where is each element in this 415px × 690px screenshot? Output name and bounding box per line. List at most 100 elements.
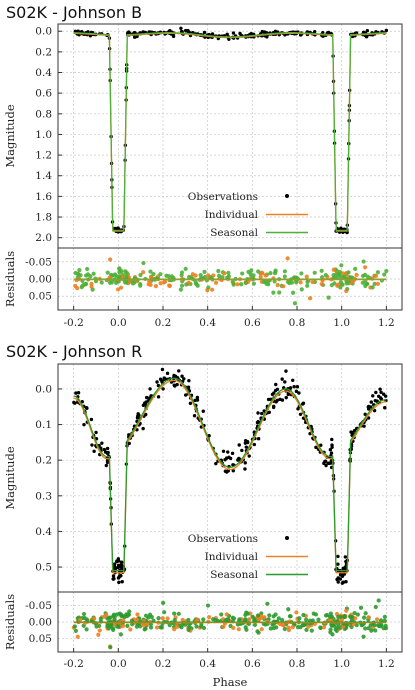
residual-point [373,273,379,278]
residual-point [290,290,296,295]
observation-point [260,411,264,416]
y-tick-label: 0.4 [35,526,52,538]
residual-point [125,623,130,629]
legend-label: Individual [205,209,259,221]
observation-point [319,443,323,447]
chart-title: S02K - Johnson B [6,3,142,22]
residual-point [184,282,189,287]
residual-point [162,610,167,615]
residual-y-tick-label: -0.05 [25,256,52,268]
residual-point [338,280,343,285]
residual-point [160,616,165,621]
residual-point [118,632,123,637]
observation-point [240,448,244,453]
residual-point [312,270,317,275]
residual-point [294,280,299,285]
observation-point [249,31,253,36]
y-tick-label: 1.6 [35,191,52,203]
residual-point [219,612,224,617]
observation-point [179,26,183,30]
observation-point [195,398,200,402]
residual-point [328,627,333,632]
observation-point [73,401,77,405]
residual-point [183,622,188,627]
residual-point [363,611,368,616]
observation-point [349,430,353,434]
observation-point [324,463,328,468]
observation-point [313,29,317,34]
residual-y-tick-label: 0.05 [29,291,52,303]
residual-point [141,623,146,628]
residual-point [362,615,367,620]
observation-point [120,580,124,584]
residual-point [255,613,261,618]
residual-point [120,624,126,629]
residual-point [158,272,163,277]
x-tick-label: 1.2 [378,317,395,329]
residual-point [362,272,368,277]
residual-point [123,269,128,274]
observation-point [111,574,116,578]
residual-point [207,615,212,620]
residual-point [265,601,270,606]
chart-panel-0: S02K - Johnson B 0.0 0.2 0.4 0.6 0.8 1.0 1.2 1.4… [3,3,403,329]
legend-label: Observations [188,533,258,545]
residual-point [148,625,154,630]
observation-point [90,443,94,447]
residual-point [366,626,371,631]
residual-point [187,274,192,280]
y-tick-label: 0.0 [35,26,52,38]
residual-point [76,272,81,277]
residual-point [158,281,163,286]
y-tick-label: 1.0 [35,129,52,141]
observation-point [256,419,260,424]
observation-point [336,580,340,584]
residual-axis-label: Residuals [3,594,17,650]
observation-point [369,400,373,404]
residual-point [363,626,368,631]
observation-point [329,451,334,455]
residual-point [287,280,292,286]
observation-point [112,565,117,569]
observation-point [383,406,387,410]
residual-point [243,280,248,286]
observation-point [116,576,121,580]
observation-point [180,374,184,378]
residual-point [378,618,384,623]
observation-point [92,449,96,453]
residual-point [213,280,219,285]
residual-point [375,281,380,286]
observation-point [280,377,284,381]
residual-point [378,624,383,629]
residual-point [313,612,319,617]
observation-point [362,424,366,428]
observation-point [260,29,265,34]
observation-point [187,378,191,383]
residual-point [273,612,278,617]
legend-label: Seasonal [210,227,258,239]
residual-point [304,627,309,632]
residual-point [112,618,117,623]
legend-marker-dot [285,536,289,540]
residual-point [339,263,344,268]
residual-point [179,283,185,288]
residual-point [336,614,341,619]
residual-point [222,271,227,276]
observation-point [144,400,148,404]
y-tick-label: 2.0 [35,232,52,244]
residual-point [316,617,321,622]
residual-point [235,282,240,287]
y-tick-label: 0.3 [35,490,52,502]
residual-point [305,283,310,288]
observation-point [295,385,300,389]
residual-axis-label: Residuals [3,251,17,307]
observation-points [73,26,389,235]
residual-point [369,628,374,633]
observation-point [165,371,170,376]
residual-point [382,272,387,277]
observation-point [378,396,383,400]
residual-point [126,612,131,617]
observation-point [82,422,86,427]
residual-point [178,287,183,292]
observation-point [280,398,285,402]
